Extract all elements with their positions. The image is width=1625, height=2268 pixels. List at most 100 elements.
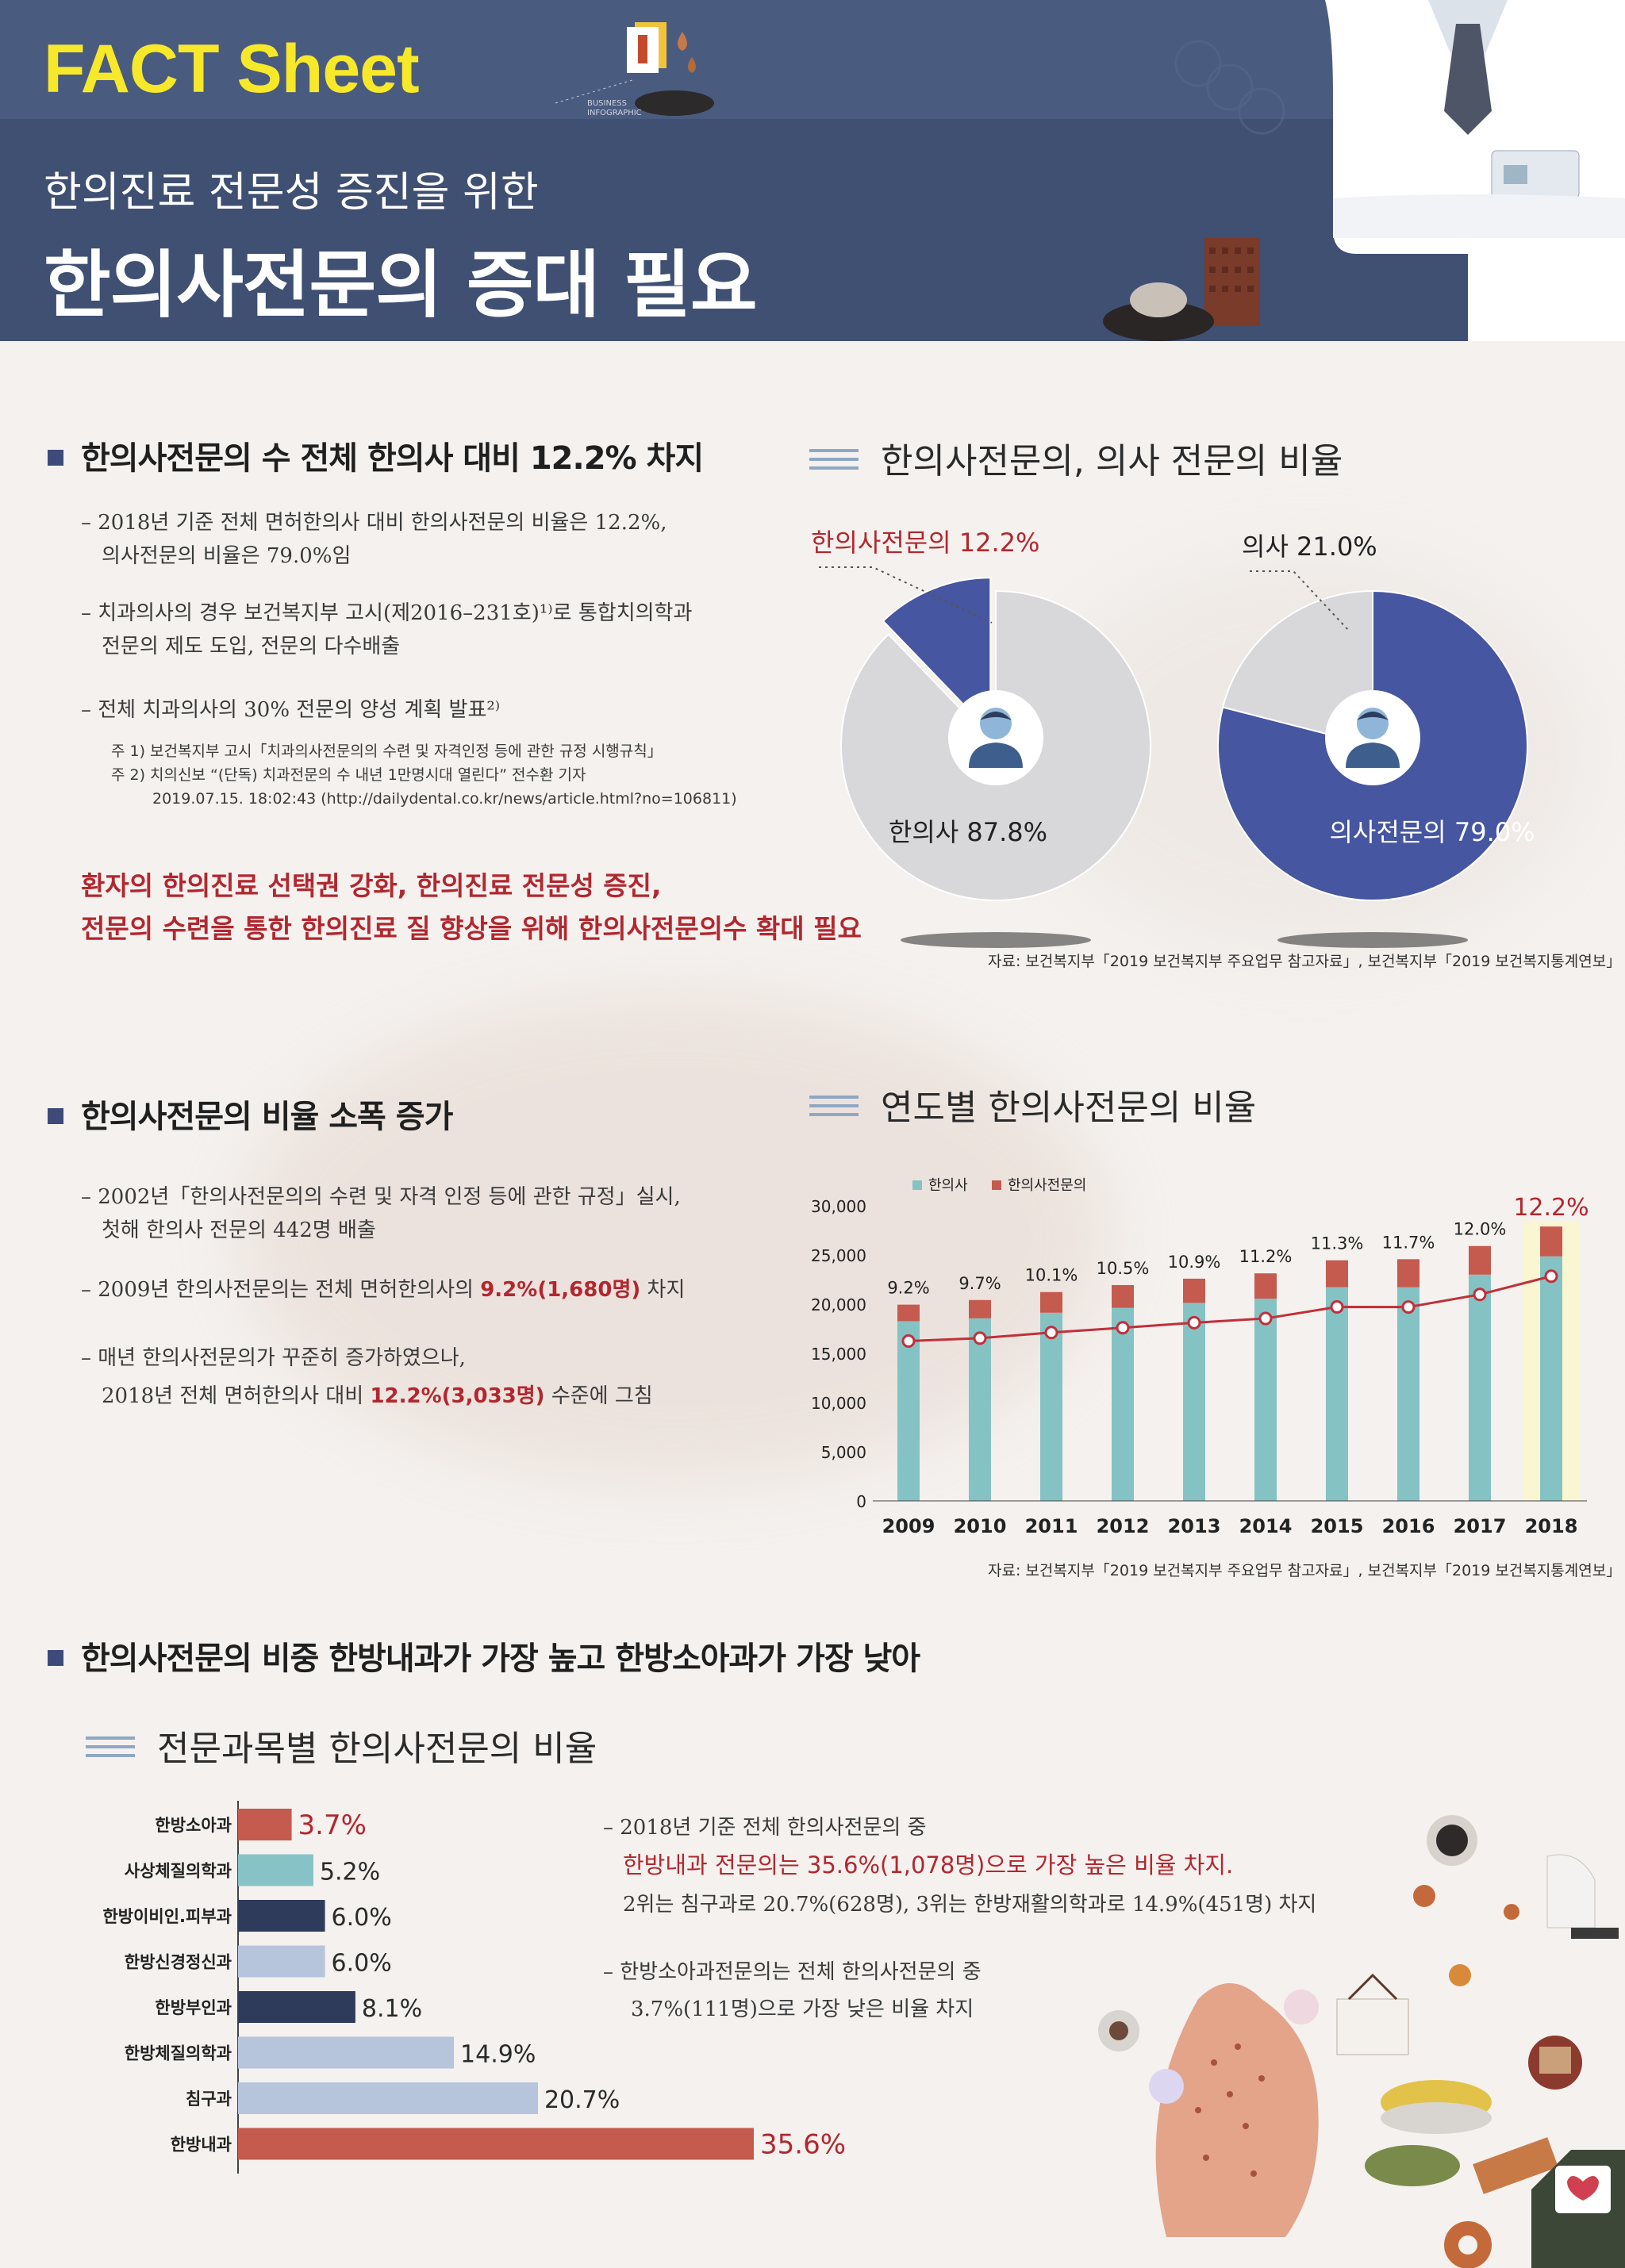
donut1-doctor-label: 한의사 87.8% <box>889 817 1047 847</box>
bar-doctor-2017 <box>1469 1274 1491 1501</box>
hbar-한방이비인.피부과 <box>238 1900 325 1932</box>
section1-heading: 한의사전문의 수 전체 한의사 대비 12.2% 차지 <box>48 432 704 478</box>
y-tick-label: 10,000 <box>811 1394 866 1413</box>
bar-specialist-2012 <box>1112 1284 1134 1308</box>
legend-label-doctor: 한의사 <box>928 1177 968 1194</box>
x-tick-label: 2014 <box>1239 1515 1293 1537</box>
legend-swatch-doctor <box>912 1180 922 1190</box>
ratio-label: 12.2% <box>1513 1194 1589 1222</box>
doctor-illustration <box>1103 0 1625 341</box>
page-subtitle: 한의진료 전문성 증진을 위한 <box>44 169 539 217</box>
section3-text5: 3.7%(111명)으로 가장 낮은 비율 차지 <box>631 1997 974 2021</box>
x-tick-label: 2017 <box>1454 1515 1507 1537</box>
section1-bullet1: – 2018년 기준 전체 면허한의사 대비 한의사전문의 비율은 12.2%,… <box>81 511 667 568</box>
donut-shadow <box>901 932 1091 948</box>
bar-specialist-2010 <box>969 1299 991 1318</box>
header: FACT Sheet BUSINESS INFOGRAPHIC 한의진료 전문성 … <box>0 0 1625 341</box>
bar-doctor-2013 <box>1183 1303 1205 1501</box>
ratio-label: 9.7% <box>958 1274 1001 1293</box>
ratio-point <box>1116 1321 1130 1335</box>
y-tick-label: 20,000 <box>811 1295 866 1314</box>
yearly-bar-chart: 30,000 25,000 20,000 15,000 10,000 5,000 0 한의사 한… <box>811 1177 1589 1537</box>
x-tick-label: 2009 <box>882 1515 935 1537</box>
x-tick-label: 2011 <box>1025 1515 1078 1537</box>
bar-specialist-2017 <box>1469 1245 1491 1275</box>
page-title: 한의사전문의 증대 필요 <box>44 243 757 328</box>
avatar-body <box>969 743 1023 768</box>
source-note-2: 자료: 보건복지부「2019 보건복지부 주요업무 참고자료」, 보건복지부「2… <box>988 1562 1622 1579</box>
x-tick-label: 2012 <box>1097 1515 1150 1537</box>
hbar-한방신경정신과 <box>238 1945 325 1978</box>
value-label: 5.2% <box>320 1859 380 1886</box>
donut-shadow <box>1277 932 1468 948</box>
section1-bullet2: – 치과의사의 경우 보건복지부 고시(제2016–231호)¹⁾로 통합치의학… <box>81 601 693 658</box>
hbar-한방소아과 <box>238 1809 292 1840</box>
ratio-point <box>1401 1300 1416 1314</box>
ratio-label: 10.5% <box>1097 1259 1150 1278</box>
value-label: 35.6% <box>760 2129 846 2161</box>
category-label: 사상체질의학과 <box>125 1862 232 1881</box>
value-label: 3.7% <box>298 1809 367 1841</box>
x-tick-label: 2018 <box>1525 1515 1578 1537</box>
square-bullet-icon <box>48 1108 63 1124</box>
hbar-한방체질의학과 <box>238 2036 455 2069</box>
section2-bullet2: – 2009년 한의사전문의는 전체 면허한의사의 9.2%(1,680명) 차… <box>81 1278 686 1302</box>
hbar-한방내과 <box>238 2128 754 2160</box>
section3-text1: – 2018년 기준 전체 한의사전문의 중 <box>603 1816 927 1840</box>
section3-text2: 한방내과 전문의는 35.6%(1,078명)으로 가장 높은 비율 차지. <box>623 1852 1234 1878</box>
avatar-hair <box>1357 712 1389 720</box>
category-label: 한방부인과 <box>155 1998 232 2017</box>
y-tick-label: 5,000 <box>821 1443 866 1462</box>
bar-doctor-2011 <box>1040 1312 1062 1501</box>
donut-chart-title: 한의사전문의, 의사 전문의 비율 <box>809 432 1343 483</box>
donut-slice-한의사전문의 <box>882 577 992 735</box>
ratio-label: 11.2% <box>1239 1247 1293 1266</box>
square-bullet-icon <box>48 450 63 466</box>
ratio-point <box>1330 1300 1344 1314</box>
bar-doctor-2015 <box>1326 1287 1348 1501</box>
donut-slice-의사 <box>1221 589 1373 747</box>
category-label: 한방이비인.피부과 <box>102 1907 232 1926</box>
title-lines-icon <box>809 449 859 470</box>
legend-swatch-specialist <box>992 1180 1001 1190</box>
category-label: 한방내과 <box>171 2136 232 2155</box>
y-tick-label: 15,000 <box>811 1345 866 1364</box>
avatar-body <box>1346 743 1400 768</box>
ratio-point <box>1044 1326 1058 1340</box>
title-lines-icon <box>86 1736 135 1757</box>
donut2-leader-line <box>1250 570 1350 631</box>
bar-specialist-2011 <box>1040 1291 1062 1313</box>
business-infographic-icon <box>555 22 714 116</box>
donut2-doctor-label: 의사 21.0% <box>1242 532 1377 562</box>
brand-title: FACT Sheet <box>44 31 420 107</box>
bar-specialist-2013 <box>1183 1278 1205 1303</box>
y-tick-label: 30,000 <box>811 1197 866 1216</box>
value-label: 20.7% <box>544 2086 620 2114</box>
ratio-label: 11.7% <box>1382 1233 1435 1252</box>
category-label: 한방신경정신과 <box>125 1953 232 1972</box>
bar-specialist-2015 <box>1326 1260 1348 1288</box>
herbal-medicine-illustration <box>1098 1815 1625 2268</box>
title-lines-icon <box>809 1096 859 1116</box>
section2-heading: 한의사전문의 비율 소폭 증가 <box>48 1091 453 1137</box>
bar-doctor-2014 <box>1254 1299 1277 1501</box>
ratio-line <box>908 1275 1552 1342</box>
value-label: 6.0% <box>332 1904 392 1932</box>
ratio-point <box>1187 1315 1201 1330</box>
legend-label-specialist: 한의사전문의 <box>1008 1177 1086 1194</box>
source-note-1: 자료: 보건복지부「2019 보건복지부 주요업무 참고자료」, 보건복지부「2… <box>988 953 1622 970</box>
value-label: 8.1% <box>362 1995 422 2023</box>
ratio-label: 10.1% <box>1025 1266 1078 1285</box>
donut1-leader-line <box>819 566 993 624</box>
bar-doctor-2009 <box>897 1321 920 1501</box>
category-label: 침구과 <box>186 2090 232 2109</box>
ratio-point <box>901 1334 916 1348</box>
ratio-label: 10.9% <box>1168 1253 1221 1272</box>
background-hand-blur <box>238 992 1111 1483</box>
donut-1 <box>840 577 1151 948</box>
donut1-specialist-label: 한의사전문의 12.2% <box>811 528 1039 558</box>
category-label: 한방체질의학과 <box>125 2044 232 2063</box>
y-tick-label: 0 <box>856 1492 866 1511</box>
donut-chart: 한의사전문의 12.2% 한의사 87.8% 의사 21.0% 의사전문의 79.0% <box>811 528 1535 948</box>
business-infographic-badge: BUSINESS INFOGRAPHIC <box>587 99 642 117</box>
